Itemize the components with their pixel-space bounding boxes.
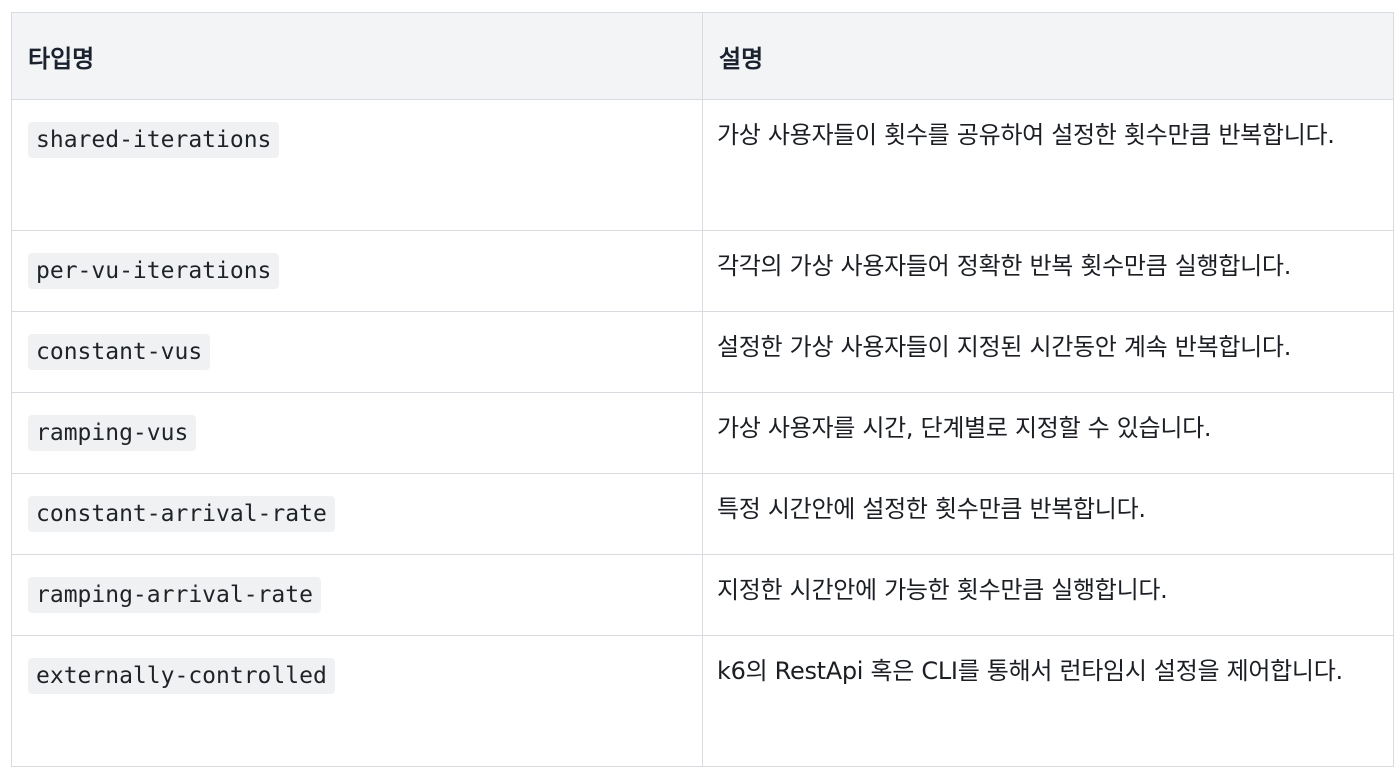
type-cell: shared-iterations — [11, 99, 703, 231]
header-row: 타입명 설명 — [11, 12, 1394, 100]
type-cell: per-vu-iterations — [11, 230, 703, 312]
description-cell: 가상 사용자들이 횟수를 공유하여 설정한 횟수만큼 반복합니다. — [702, 99, 1394, 231]
table-row: per-vu-iterations 각각의 가상 사용자들어 정확한 반복 횟수… — [11, 230, 1394, 312]
type-code: ramping-arrival-rate — [28, 577, 321, 613]
type-code: per-vu-iterations — [28, 253, 280, 289]
table-row: externally-controlled k6의 RestApi 혹은 CLI… — [11, 635, 1394, 767]
table-row: constant-vus 설정한 가상 사용자들이 지정된 시간동안 계속 반복… — [11, 311, 1394, 393]
description-cell: 각각의 가상 사용자들어 정확한 반복 횟수만큼 실행합니다. — [702, 230, 1394, 312]
table-row: shared-iterations 가상 사용자들이 횟수를 공유하여 설정한 … — [11, 99, 1394, 231]
type-code: constant-arrival-rate — [28, 496, 335, 532]
type-cell: constant-arrival-rate — [11, 473, 703, 555]
type-code: externally-controlled — [28, 658, 335, 694]
description-cell: 가상 사용자를 시간, 단계별로 지정할 수 있습니다. — [702, 392, 1394, 474]
table-body: shared-iterations 가상 사용자들이 횟수를 공유하여 설정한 … — [11, 99, 1394, 767]
header-description: 설명 — [702, 12, 1394, 100]
type-cell: constant-vus — [11, 311, 703, 393]
type-code: shared-iterations — [28, 122, 280, 158]
table-header: 타입명 설명 — [11, 12, 1394, 100]
type-code: constant-vus — [28, 334, 211, 370]
table-row: ramping-vus 가상 사용자를 시간, 단계별로 지정할 수 있습니다. — [11, 392, 1394, 474]
description-cell: 특정 시간안에 설정한 횟수만큼 반복합니다. — [702, 473, 1394, 555]
description-cell: 설정한 가상 사용자들이 지정된 시간동안 계속 반복합니다. — [702, 311, 1394, 393]
type-cell: ramping-vus — [11, 392, 703, 474]
description-cell: 지정한 시간안에 가능한 횟수만큼 실행합니다. — [702, 554, 1394, 636]
type-cell: externally-controlled — [11, 635, 703, 767]
table-row: constant-arrival-rate 특정 시간안에 설정한 횟수만큼 반… — [11, 473, 1394, 555]
executor-types-table: 타입명 설명 shared-iterations 가상 사용자들이 횟수를 공유… — [11, 12, 1394, 767]
description-cell: k6의 RestApi 혹은 CLI를 통해서 런타임시 설정을 제어합니다. — [702, 635, 1394, 767]
type-code: ramping-vus — [28, 415, 197, 451]
header-type-name: 타입명 — [11, 12, 703, 100]
table-row: ramping-arrival-rate 지정한 시간안에 가능한 횟수만큼 실… — [11, 554, 1394, 636]
type-cell: ramping-arrival-rate — [11, 554, 703, 636]
executor-table-container: 타입명 설명 shared-iterations 가상 사용자들이 횟수를 공유… — [11, 12, 1394, 767]
